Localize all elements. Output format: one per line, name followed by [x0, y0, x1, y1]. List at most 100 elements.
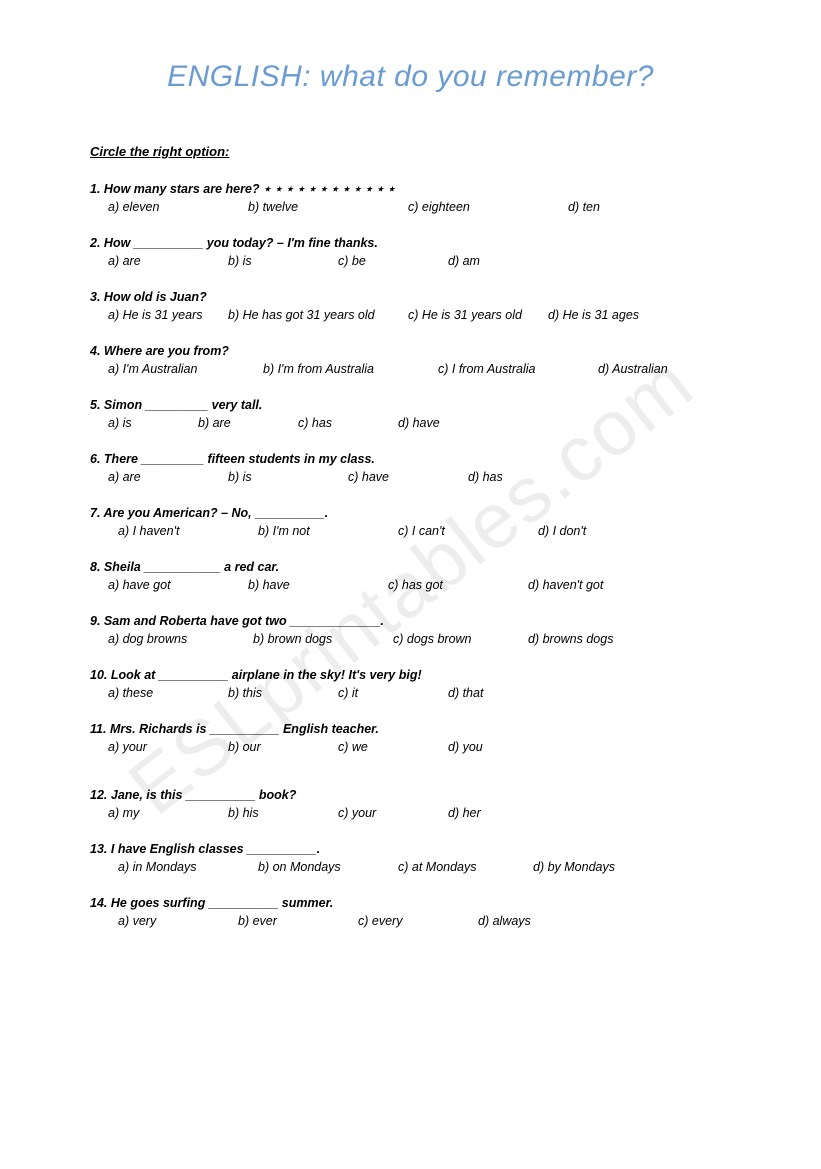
options-row: a) yourb) ourc) wed) you: [90, 740, 731, 754]
option-a[interactable]: a) is: [108, 416, 198, 430]
option-c[interactable]: c) every: [358, 914, 478, 928]
question-number: 2.: [90, 236, 100, 250]
option-a[interactable]: a) dog browns: [108, 632, 253, 646]
question-text: 5. Simon _________ very tall.: [90, 398, 731, 412]
question-text: 14. He goes surfing __________ summer.: [90, 896, 731, 910]
question-text: 3. How old is Juan?: [90, 290, 731, 304]
options-row: a) I'm Australianb) I'm from Australiac)…: [90, 362, 731, 376]
options-row: a) elevenb) twelvec) eighteend) ten: [90, 200, 731, 214]
option-b[interactable]: b) brown dogs: [253, 632, 393, 646]
question-body: How __________ you today? – I'm fine tha…: [104, 236, 378, 250]
option-a[interactable]: a) very: [118, 914, 238, 928]
option-d[interactable]: d) am: [448, 254, 480, 268]
option-d[interactable]: d) her: [448, 806, 481, 820]
option-b[interactable]: b) ever: [238, 914, 358, 928]
question-text: 6. There _________ fifteen students in m…: [90, 452, 731, 466]
option-d[interactable]: d) have: [398, 416, 440, 430]
question-body: How old is Juan?: [104, 290, 207, 304]
option-c[interactable]: c) eighteen: [408, 200, 568, 214]
option-d[interactable]: d) haven't got: [528, 578, 603, 592]
option-a[interactable]: a) your: [108, 740, 228, 754]
option-d[interactable]: d) He is 31 ages: [548, 308, 639, 322]
option-a[interactable]: a) are: [108, 254, 228, 268]
option-b[interactable]: b) on Mondays: [258, 860, 398, 874]
option-c[interactable]: c) I can't: [398, 524, 538, 538]
question-text: 13. I have English classes __________.: [90, 842, 731, 856]
option-a[interactable]: a) He is 31 years: [108, 308, 228, 322]
options-row: a) myb) hisc) yourd) her: [90, 806, 731, 820]
option-b[interactable]: b) have: [248, 578, 388, 592]
question-text: 1. How many stars are here? ⋆ ⋆ ⋆ ⋆ ⋆ ⋆ …: [90, 181, 731, 196]
question-13: 13. I have English classes __________. a)…: [90, 842, 731, 874]
option-d[interactable]: d) I don't: [538, 524, 586, 538]
option-d[interactable]: d) Australian: [598, 362, 668, 376]
question-text: 4. Where are you from?: [90, 344, 731, 358]
question-12: 12. Jane, is this __________ book? a) myb…: [90, 788, 731, 820]
option-a[interactable]: a) have got: [108, 578, 248, 592]
question-1: 1. How many stars are here? ⋆ ⋆ ⋆ ⋆ ⋆ ⋆ …: [90, 181, 731, 214]
option-c[interactable]: c) dogs brown: [393, 632, 528, 646]
question-body: Simon _________ very tall.: [104, 398, 262, 412]
options-row: a) have gotb) havec) has gotd) haven't g…: [90, 578, 731, 592]
option-c[interactable]: c) at Mondays: [398, 860, 533, 874]
option-b[interactable]: b) his: [228, 806, 338, 820]
option-d[interactable]: d) you: [448, 740, 483, 754]
option-a[interactable]: a) are: [108, 470, 228, 484]
options-row: a) isb) arec) hasd) have: [90, 416, 731, 430]
question-text: 12. Jane, is this __________ book?: [90, 788, 731, 802]
question-text: 7. Are you American? – No, __________.: [90, 506, 731, 520]
question-number: 13.: [90, 842, 107, 856]
question-body: I have English classes __________.: [111, 842, 320, 856]
option-d[interactable]: d) that: [448, 686, 483, 700]
option-b[interactable]: b) He has got 31 years old: [228, 308, 408, 322]
question-body: Look at __________ airplane in the sky! …: [111, 668, 422, 682]
option-b[interactable]: b) twelve: [248, 200, 408, 214]
option-a[interactable]: a) these: [108, 686, 228, 700]
option-b[interactable]: b) I'm not: [258, 524, 398, 538]
option-a[interactable]: a) my: [108, 806, 228, 820]
question-9: 9. Sam and Roberta have got two ________…: [90, 614, 731, 646]
question-number: 5.: [90, 398, 100, 412]
question-number: 12.: [90, 788, 107, 802]
option-b[interactable]: b) is: [228, 254, 338, 268]
question-body: Where are you from?: [104, 344, 229, 358]
option-a[interactable]: a) eleven: [108, 200, 248, 214]
options-row: a) in Mondaysb) on Mondaysc) at Mondaysd…: [90, 860, 731, 874]
question-text: 11. Mrs. Richards is __________ English …: [90, 722, 731, 736]
question-number: 8.: [90, 560, 100, 574]
option-b[interactable]: b) is: [228, 470, 348, 484]
option-d[interactable]: d) always: [478, 914, 531, 928]
question-body: There _________ fifteen students in my c…: [104, 452, 375, 466]
option-a[interactable]: a) I'm Australian: [108, 362, 263, 376]
question-number: 10.: [90, 668, 107, 682]
option-c[interactable]: c) has: [298, 416, 398, 430]
options-row: a) veryb) everc) everyd) always: [90, 914, 731, 928]
question-2: 2. How __________ you today? – I'm fine …: [90, 236, 731, 268]
question-number: 11.: [90, 722, 106, 736]
option-a[interactable]: a) I haven't: [118, 524, 258, 538]
option-c[interactable]: c) have: [348, 470, 468, 484]
option-b[interactable]: b) are: [198, 416, 298, 430]
option-b[interactable]: b) our: [228, 740, 338, 754]
option-c[interactable]: c) be: [338, 254, 448, 268]
instruction: Circle the right option:: [90, 144, 731, 159]
question-number: 9.: [90, 614, 100, 628]
option-c[interactable]: c) we: [338, 740, 448, 754]
option-c[interactable]: c) your: [338, 806, 448, 820]
question-11: 11. Mrs. Richards is __________ English …: [90, 722, 731, 754]
option-c[interactable]: c) has got: [388, 578, 528, 592]
option-b[interactable]: b) I'm from Australia: [263, 362, 438, 376]
option-d[interactable]: d) ten: [568, 200, 600, 214]
option-c[interactable]: c) He is 31 years old: [408, 308, 548, 322]
question-number: 3.: [90, 290, 100, 304]
option-b[interactable]: b) this: [228, 686, 338, 700]
question-body: Mrs. Richards is __________ English teac…: [110, 722, 379, 736]
option-d[interactable]: d) has: [468, 470, 503, 484]
option-a[interactable]: a) in Mondays: [118, 860, 258, 874]
option-c[interactable]: c) I from Australia: [438, 362, 598, 376]
question-text: 8. Sheila ___________ a red car.: [90, 560, 731, 574]
option-d[interactable]: d) by Mondays: [533, 860, 615, 874]
option-d[interactable]: d) browns dogs: [528, 632, 613, 646]
option-c[interactable]: c) it: [338, 686, 448, 700]
question-8: 8. Sheila ___________ a red car. a) have …: [90, 560, 731, 592]
